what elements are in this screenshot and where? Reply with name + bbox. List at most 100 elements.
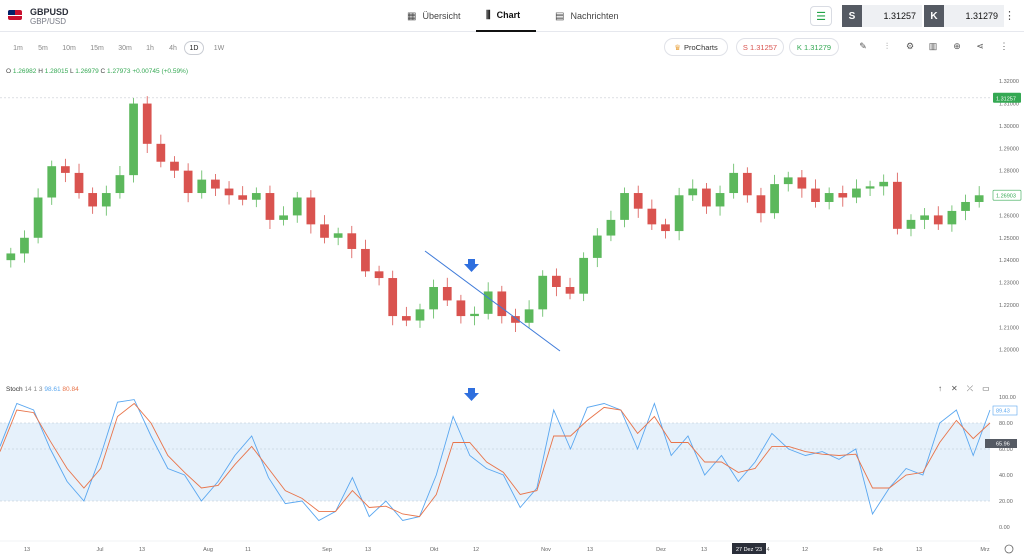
time-axis-tick: Jul <box>96 547 103 553</box>
trendline <box>424 250 561 352</box>
timeframe-4h[interactable]: 4h <box>169 44 177 52</box>
timeframe-1w[interactable]: 1W <box>213 44 225 52</box>
quick-buy-button[interactable]: K 1.31279 <box>789 38 839 56</box>
settings-icon[interactable]: ⚙ <box>905 41 915 51</box>
list-add-icon: ☰ <box>816 10 826 23</box>
buy-button[interactable]: K 1.31279 <box>924 5 1004 27</box>
stoch-pane-controls: ↑ ✕ ⤫ ▭ <box>938 384 990 394</box>
candle-body <box>333 233 343 238</box>
candle-body <box>156 143 166 162</box>
maximize-icon[interactable]: ▭ <box>982 384 990 393</box>
time-axis-tick: Dez <box>656 547 666 553</box>
o-label: O <box>6 68 12 75</box>
time-cursor-label: 27 Dez '23 <box>736 547 762 553</box>
price-axis-tick: 1.21000 <box>999 325 1019 331</box>
price-axis-tick: 1.22000 <box>999 303 1019 309</box>
c-label: C <box>100 68 106 75</box>
chart-toolbar: 1m 5m 10m 15m 30m 1h 4h 1D 1W ♛ ProChart… <box>0 34 1024 60</box>
candle-body <box>251 193 261 200</box>
candle-body <box>715 193 725 207</box>
price-axis-tick: 1.28000 <box>999 169 1019 175</box>
stoch-axis-tick: 80.00 <box>999 421 1013 427</box>
candle-body <box>470 313 479 317</box>
stoch-axis-tick: 20.00 <box>999 499 1013 505</box>
candle-body <box>579 257 589 294</box>
price-axis-tick: 1.24000 <box>999 258 1019 264</box>
candle-body <box>892 181 902 229</box>
stoch-params: 14 1 3 <box>24 386 43 393</box>
quick-sell-button[interactable]: S 1.31257 <box>736 38 784 56</box>
candle-body <box>974 195 984 202</box>
candle-body <box>347 233 357 249</box>
price-axis-tick: 1.20000 <box>999 348 1019 354</box>
candle-body <box>292 197 302 216</box>
candle-body <box>115 175 125 194</box>
timeframe-1d[interactable]: 1D <box>184 41 204 55</box>
timeframe-30m[interactable]: 30m <box>118 44 132 52</box>
stoch-chart[interactable]: 100.00 80.00 60.00 40.00 20.00 0.00 89.43 65.96 <box>0 381 1024 541</box>
current-price-badge <box>993 92 1021 103</box>
candle-body <box>811 188 820 202</box>
stoch-d-badge-label: 65.96 <box>996 442 1010 448</box>
stoch-d-badge <box>985 439 1017 448</box>
candle-body <box>211 179 220 189</box>
candle-body <box>702 188 711 207</box>
candle-body <box>838 193 848 198</box>
candle-body <box>824 193 834 202</box>
share-icon[interactable]: ⋖ <box>976 41 984 51</box>
candle-body <box>961 201 970 211</box>
candle-body <box>661 224 670 232</box>
uk-flag-icon <box>8 10 22 20</box>
candle-body <box>511 316 520 323</box>
more-vertical-icon[interactable]: ⋮ <box>1004 10 1015 22</box>
time-axis-tick: 13 <box>139 547 145 553</box>
symbol-title: GBPUSD <box>30 7 69 17</box>
grid-icon: ▦ <box>407 10 417 22</box>
stoch-axis-tick: 60.00 <box>999 447 1013 453</box>
buy-key: K <box>924 5 944 27</box>
candle-body <box>674 195 684 232</box>
stoch-k-value: 98.61 <box>44 386 61 393</box>
timeframe-5m[interactable]: 5m <box>38 44 48 52</box>
time-axis-tick: 13 <box>916 547 922 553</box>
tab-chart[interactable]: ⫼ Chart <box>476 0 536 32</box>
timeframe-15m[interactable]: 15m <box>90 44 104 52</box>
candle-body <box>906 219 916 229</box>
tab-chart-label: Chart <box>496 10 521 20</box>
tab-overview[interactable]: ▦ Übersicht <box>407 0 460 32</box>
sell-button[interactable]: S 1.31257 <box>842 5 922 27</box>
stoch-k-badge-label: 89.43 <box>996 409 1010 415</box>
candle-body <box>756 195 766 214</box>
timeframe-1m[interactable]: 1m <box>13 44 23 52</box>
price-chart[interactable]: 1.320001.310001.300001.290001.280001.270… <box>0 62 1024 380</box>
symbol-subtitle: GBP/USD <box>30 17 67 26</box>
candle-body <box>865 186 875 189</box>
indicators-icon[interactable]: ⫶ <box>885 41 889 51</box>
watchlist-add-button[interactable]: ☰ <box>810 6 832 26</box>
price-axis-tick: 1.25000 <box>999 236 1019 242</box>
candle-body <box>620 193 629 220</box>
timeframe-1h[interactable]: 1h <box>146 44 154 52</box>
price-axis-tick: 1.32000 <box>999 79 1019 85</box>
candle-body <box>88 193 98 207</box>
stoch-d-line <box>0 402 991 518</box>
add-icon[interactable]: ⊕ <box>953 41 961 51</box>
tab-news[interactable]: ▤ Nachrichten <box>555 0 618 32</box>
bar-chart-icon[interactable]: ▥ <box>928 41 938 51</box>
close-icon[interactable]: ✕ <box>951 384 958 393</box>
procharts-button[interactable]: ♛ ProCharts <box>664 38 728 56</box>
candle-body <box>47 166 57 198</box>
candle-body <box>442 286 452 301</box>
collapse-icon[interactable]: ⤫ <box>966 384 974 393</box>
time-axis-tick: Okt <box>430 547 439 553</box>
timeframe-10m[interactable]: 10m <box>62 44 76 52</box>
move-up-icon[interactable]: ↑ <box>938 384 942 393</box>
candle-body <box>306 197 316 225</box>
sell-price: 1.31257 <box>862 5 922 27</box>
candle-body <box>688 188 698 196</box>
candle-body <box>415 309 425 321</box>
candle-body <box>920 215 929 220</box>
pencil-icon[interactable]: ✎ <box>859 41 867 51</box>
more-icon[interactable]: ⋮ <box>999 41 1009 51</box>
buy-price: 1.31279 <box>944 5 1004 27</box>
